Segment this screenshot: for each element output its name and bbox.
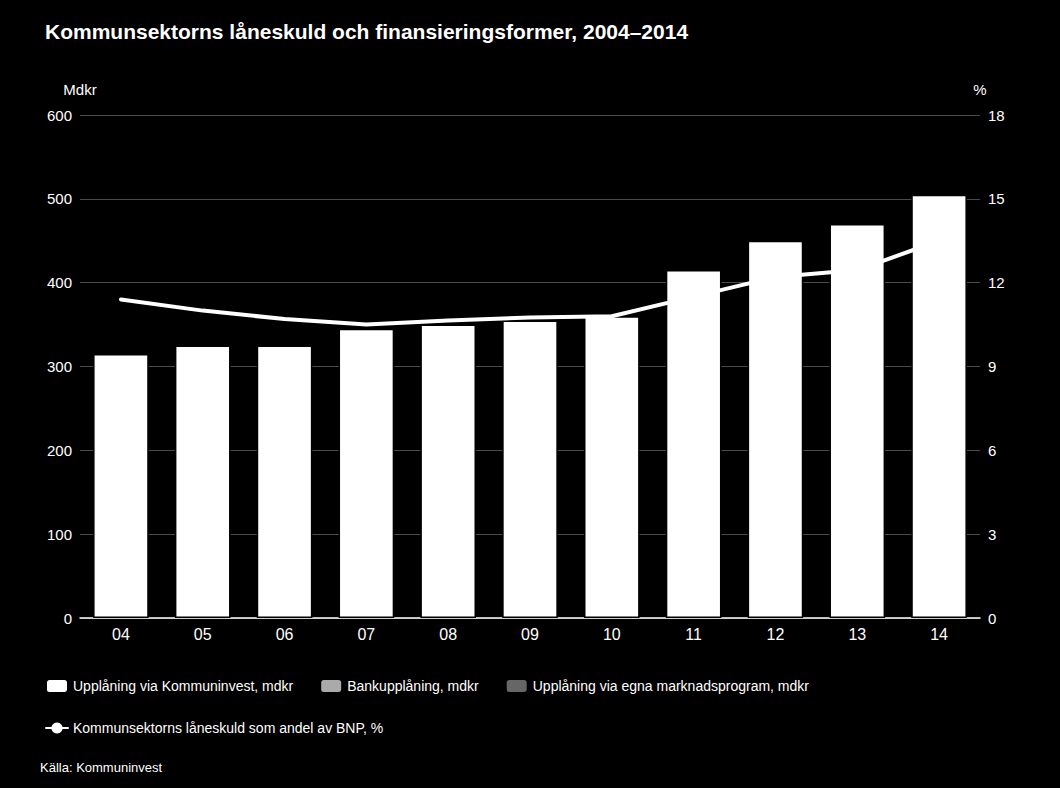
svg-text:0: 0	[64, 610, 72, 627]
svg-text:500: 500	[47, 190, 72, 207]
svg-text:200: 200	[47, 442, 72, 459]
svg-text:04: 04	[112, 626, 130, 643]
svg-text:Mdkr: Mdkr	[63, 81, 96, 98]
svg-text:Kommunsektorns låneskuld som a: Kommunsektorns låneskuld som andel av BN…	[73, 720, 383, 736]
svg-text:600: 600	[47, 107, 72, 124]
svg-text:Upplåning via Kommuninvest, md: Upplåning via Kommuninvest, mdkr	[73, 678, 294, 694]
svg-text:11: 11	[685, 626, 702, 643]
svg-text:14: 14	[930, 626, 948, 643]
svg-text:06: 06	[276, 626, 294, 643]
svg-text:Källa: Kommuninvest: Källa: Kommuninvest	[40, 760, 162, 775]
svg-text:%: %	[973, 81, 986, 98]
svg-text:9: 9	[988, 358, 996, 375]
svg-text:08: 08	[439, 626, 457, 643]
svg-text:3: 3	[988, 526, 996, 543]
svg-text:0: 0	[988, 610, 996, 627]
svg-text:09: 09	[521, 626, 539, 643]
svg-text:05: 05	[194, 626, 212, 643]
svg-text:Bankupplåning, mdkr: Bankupplåning, mdkr	[347, 678, 479, 694]
svg-text:15: 15	[988, 190, 1005, 207]
svg-text:Upplåning via egna marknadspro: Upplåning via egna marknadsprogram, mdkr	[533, 678, 810, 694]
svg-text:400: 400	[47, 274, 72, 291]
svg-text:12: 12	[988, 274, 1005, 291]
svg-text:12: 12	[767, 626, 785, 643]
svg-text:Kommunsektorns låneskuld och f: Kommunsektorns låneskuld och finansierin…	[45, 20, 688, 43]
svg-text:6: 6	[988, 442, 996, 459]
svg-text:100: 100	[47, 526, 72, 543]
svg-text:10: 10	[603, 626, 621, 643]
svg-text:07: 07	[357, 626, 375, 643]
svg-text:13: 13	[848, 626, 866, 643]
svg-text:18: 18	[988, 107, 1005, 124]
svg-text:300: 300	[47, 358, 72, 375]
